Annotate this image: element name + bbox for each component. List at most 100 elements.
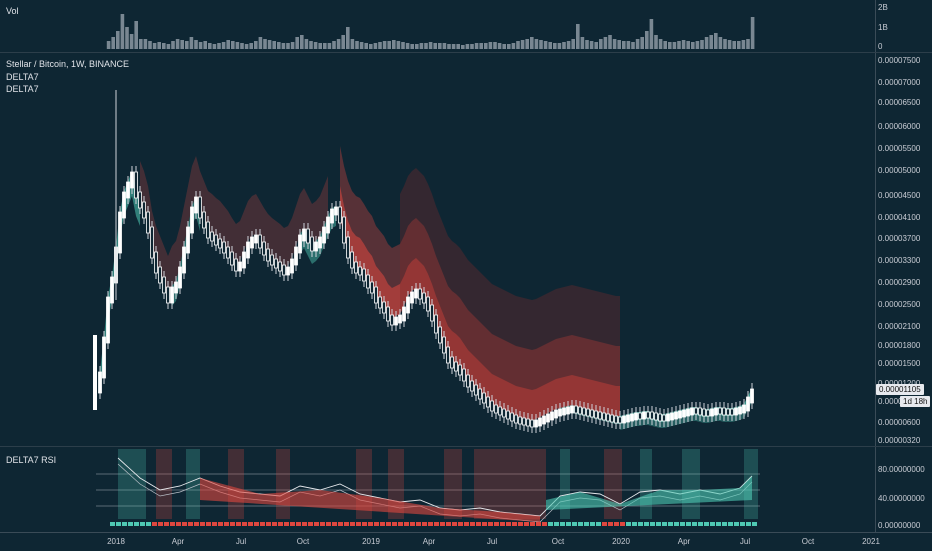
rsi-state-block xyxy=(224,522,229,526)
rsi-state-block xyxy=(242,522,247,526)
volume-bar xyxy=(548,42,552,49)
candle xyxy=(138,191,142,209)
candle xyxy=(358,266,362,276)
volume-bar xyxy=(737,41,741,49)
candle xyxy=(634,412,638,421)
volume-bar xyxy=(235,42,240,49)
rsi-state-block xyxy=(146,522,151,526)
volume-bar xyxy=(704,37,709,49)
candle xyxy=(682,409,686,418)
volume-bar xyxy=(723,39,727,49)
pane-separator[interactable] xyxy=(0,52,932,53)
rsi-state-block xyxy=(362,522,367,526)
rsi-state-block xyxy=(278,522,283,526)
volume-bar xyxy=(668,42,672,49)
rsi-state-block xyxy=(482,522,487,526)
price-scale[interactable] xyxy=(875,53,932,446)
candle xyxy=(166,286,170,304)
volume-bar xyxy=(171,41,175,49)
indicator-legend[interactable]: DELTA7 xyxy=(6,72,39,82)
volume-bar xyxy=(534,39,539,49)
volume-bar xyxy=(727,40,732,49)
candle xyxy=(218,238,222,249)
rsi-state-block xyxy=(536,522,541,526)
rsi-state-block xyxy=(488,522,493,526)
rsi-fill xyxy=(200,478,540,522)
rsi-state-block xyxy=(248,522,253,526)
candle xyxy=(182,246,186,274)
rsi-state-block xyxy=(314,522,319,526)
indicator-legend[interactable]: DELTA7 xyxy=(6,84,39,94)
rsi-state-block xyxy=(530,522,535,526)
candle xyxy=(462,368,466,382)
rsi-label[interactable]: DELTA7 RSI xyxy=(6,455,57,465)
pane-separator[interactable] xyxy=(0,446,932,447)
candle xyxy=(246,241,250,259)
volume-bar xyxy=(681,40,686,49)
indicator-cloud xyxy=(400,168,620,420)
rsi-state-block xyxy=(578,522,583,526)
volume-bar xyxy=(677,41,681,49)
volume-bar xyxy=(323,43,327,49)
candle xyxy=(174,281,178,294)
rsi-state-block xyxy=(374,522,379,526)
volume-bar xyxy=(139,39,143,49)
candle xyxy=(498,406,502,416)
volume-scale-label: 1B xyxy=(878,23,888,32)
candle xyxy=(530,419,534,428)
candle xyxy=(426,296,430,312)
volume-bar xyxy=(226,40,230,49)
candle xyxy=(510,412,514,422)
candle xyxy=(122,191,126,219)
volume-bar xyxy=(438,43,442,49)
volume-bar xyxy=(580,37,585,49)
volume-bar xyxy=(364,43,368,49)
volume-scale-label: 2B xyxy=(878,3,888,12)
candle xyxy=(458,364,462,376)
volume-bar xyxy=(612,39,617,49)
rsi-zone xyxy=(186,449,200,519)
volume-bar xyxy=(507,44,511,49)
candle xyxy=(450,356,454,369)
candle xyxy=(102,336,106,379)
symbol-title[interactable]: Stellar / Bitcoin, 1W, BINANCE xyxy=(6,59,130,69)
time-axis[interactable] xyxy=(0,532,932,551)
rsi-state-block xyxy=(494,522,499,526)
candle xyxy=(158,266,162,284)
volume-bar xyxy=(493,42,497,49)
indicator-cloud xyxy=(140,156,328,296)
volume-bar xyxy=(295,37,299,49)
volume-bar xyxy=(571,39,575,49)
volume-bar xyxy=(709,35,713,49)
candle xyxy=(126,181,130,199)
candle xyxy=(630,413,634,422)
volume-scale[interactable] xyxy=(875,0,932,52)
rsi-state-block xyxy=(416,522,421,526)
rsi-state-block xyxy=(428,522,433,526)
candle xyxy=(394,316,398,326)
volume-bar xyxy=(640,37,644,49)
rsi-state-block xyxy=(260,522,265,526)
candle xyxy=(474,384,478,396)
price-scale-label: 0.00006500 xyxy=(878,98,921,107)
volume-bar xyxy=(686,41,690,49)
volume-bar xyxy=(258,37,263,49)
volume-bar xyxy=(318,43,322,49)
rsi-state-block xyxy=(470,522,475,526)
candle xyxy=(98,371,102,394)
candle xyxy=(622,415,626,424)
candle xyxy=(402,306,406,322)
candle xyxy=(186,226,190,254)
rsi-scale[interactable] xyxy=(875,447,932,532)
rsi-state-block xyxy=(194,522,199,526)
candle xyxy=(386,306,390,322)
volume-bar xyxy=(277,42,281,49)
volume-bar xyxy=(180,40,184,49)
candle xyxy=(518,416,522,425)
volume-pane[interactable]: Vol xyxy=(0,0,874,52)
volume-bar xyxy=(635,39,640,49)
candle xyxy=(366,274,370,289)
volume-bar xyxy=(442,43,447,49)
volume-bar xyxy=(300,35,304,49)
candle xyxy=(534,419,538,428)
